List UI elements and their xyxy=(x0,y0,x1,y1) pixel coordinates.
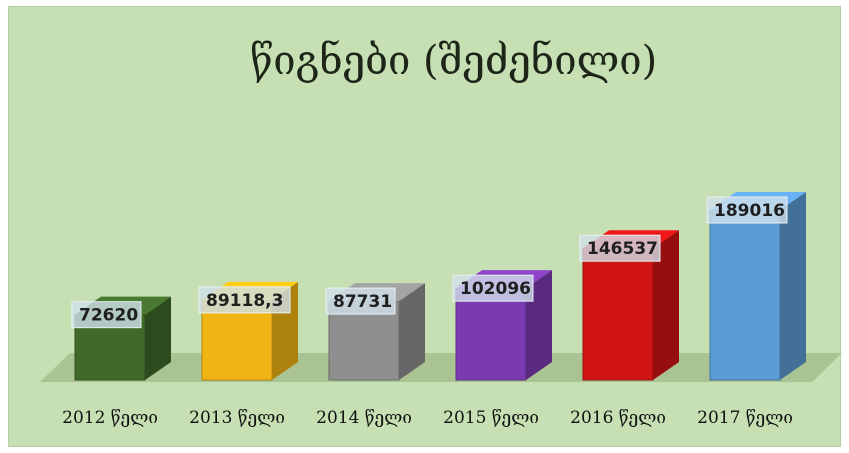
value-label: 146537 xyxy=(587,239,658,259)
bar-side-face xyxy=(780,192,806,380)
value-label-box xyxy=(325,287,396,315)
x-tick-label: 2015 წელი xyxy=(443,408,539,428)
value-label: 87731 xyxy=(333,292,392,312)
bar-front-face xyxy=(582,247,654,381)
x-axis-labels: 2012 წელი 2013 წელი 2014 წელი 2015 წელი 2016… xyxy=(62,408,793,428)
bar-side-face xyxy=(399,283,425,380)
x-tick-label: 2017 წელი xyxy=(697,408,793,428)
bar-6 xyxy=(709,192,806,381)
x-tick-label: 2016 წელი xyxy=(570,408,666,428)
bar-side-face xyxy=(653,230,679,380)
value-label-box xyxy=(579,234,661,262)
value-label-box xyxy=(452,274,534,302)
value-label: 72620 xyxy=(79,306,138,326)
value-label: 189016 xyxy=(714,201,785,221)
value-label: 89118,3 xyxy=(206,291,283,311)
x-tick-label: 2012 წელი xyxy=(62,408,158,428)
x-tick-label: 2013 წელი xyxy=(189,408,285,428)
bar-front-face xyxy=(455,287,527,381)
bar-side-face xyxy=(145,296,171,380)
chart-title: წიგნები (შეძენილი) xyxy=(250,38,658,84)
bar-front-face xyxy=(709,209,781,381)
value-label-box xyxy=(198,286,291,314)
value-label-box xyxy=(706,196,788,224)
value-label-box xyxy=(71,301,142,329)
value-label: 102096 xyxy=(460,279,531,299)
bars-group: 72620 89118,3 87731 102096 146537 189016 xyxy=(71,192,806,381)
x-tick-label: 2014 წელი xyxy=(316,408,412,428)
